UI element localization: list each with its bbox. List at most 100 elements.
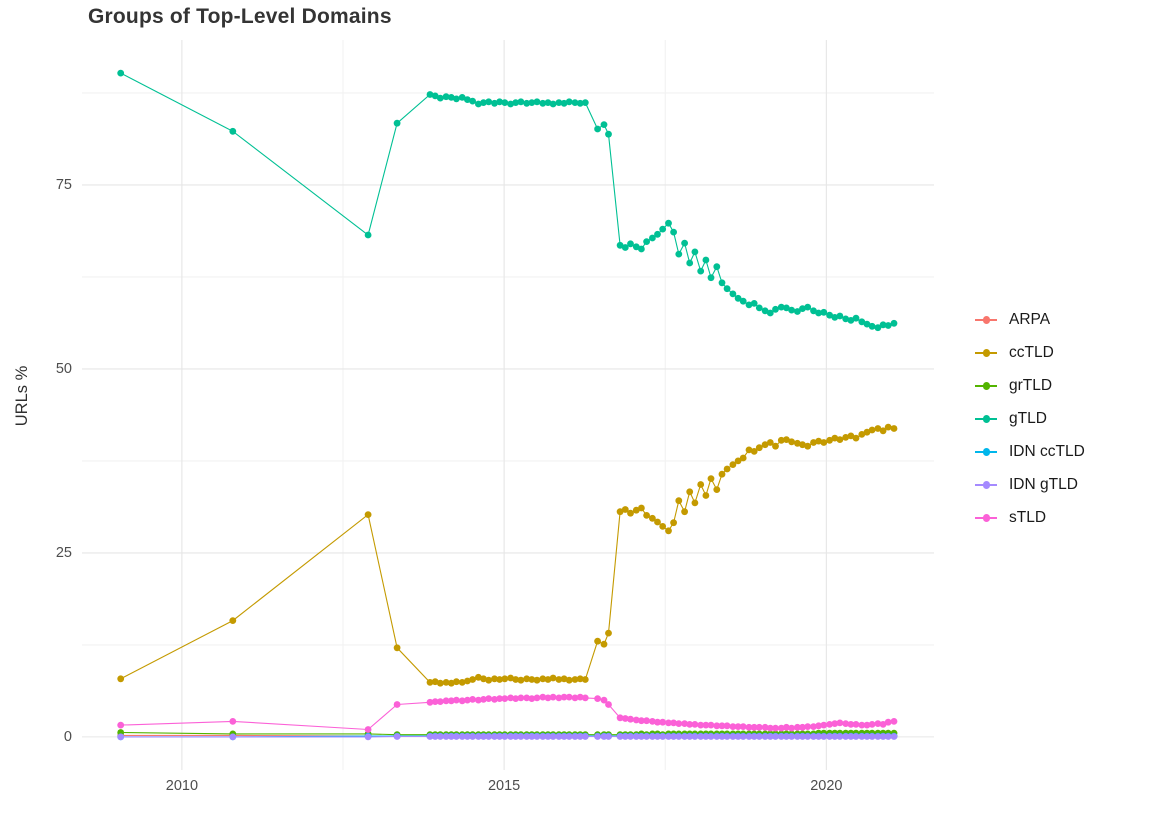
- data-point-gtld: [442, 93, 450, 101]
- data-point-cctld: [600, 640, 608, 648]
- x-tick-label: 2010: [165, 778, 199, 794]
- data-point-cctld: [605, 629, 612, 637]
- data-point-gtld: [675, 250, 683, 258]
- data-point-idn-gtld: [659, 733, 667, 740]
- data-point-cctld: [539, 675, 547, 683]
- data-point-stld: [852, 721, 860, 728]
- data-point-stld: [528, 695, 536, 702]
- y-tick-label: 25: [55, 544, 72, 561]
- data-point-cctld: [458, 679, 466, 686]
- data-point-idn-gtld: [826, 733, 833, 740]
- data-point-stld: [431, 698, 439, 705]
- data-point-idn-gtld: [480, 733, 487, 740]
- data-point-gtld: [616, 241, 624, 249]
- data-point-gtld: [447, 94, 455, 101]
- data-point-cctld: [745, 446, 753, 454]
- data-point-stld: [815, 722, 822, 730]
- data-point-cctld: [229, 617, 237, 624]
- data-point-gtld: [523, 99, 531, 107]
- data-point-cctld: [485, 676, 493, 684]
- data-point-gtld: [659, 225, 667, 233]
- data-point-stld: [675, 720, 683, 727]
- data-point-stld: [555, 694, 563, 702]
- data-point-gtld: [117, 69, 125, 77]
- data-point-cctld: [874, 425, 882, 432]
- data-point-idn-gtld: [517, 733, 525, 740]
- data-point-gtld: [475, 100, 482, 108]
- data-point-idn-gtld: [686, 733, 694, 740]
- data-point-cctld: [581, 676, 589, 683]
- data-point-stld: [544, 694, 552, 702]
- data-point-idn-gtld: [594, 733, 601, 740]
- data-point-gtld: [826, 311, 833, 319]
- data-point-gtld: [750, 300, 758, 307]
- data-point-gtld: [879, 321, 887, 329]
- data-point-stld: [890, 718, 898, 725]
- data-point-cctld: [632, 506, 640, 514]
- data-point-stld: [858, 721, 866, 729]
- data-point-gtld: [794, 308, 801, 315]
- data-point-idn-gtld: [670, 733, 677, 740]
- legend-key-icon: [972, 310, 1002, 330]
- data-point-gtld: [702, 256, 710, 264]
- data-point-gtld: [496, 98, 503, 106]
- legend-item-stld: sTLD: [972, 501, 1085, 534]
- y-tick-label: 75: [55, 176, 72, 193]
- data-point-gtld: [713, 263, 721, 271]
- data-point-idn-gtld: [565, 733, 573, 740]
- data-point-idn-gtld: [616, 733, 624, 740]
- data-point-gtld: [836, 312, 844, 320]
- data-point-gtld: [745, 301, 753, 309]
- data-point-idn-gtld: [560, 733, 568, 740]
- data-point-cctld: [426, 679, 434, 686]
- data-point-stld: [723, 722, 731, 730]
- data-point-cctld: [549, 674, 557, 682]
- legend-item-label: sTLD: [1009, 508, 1047, 526]
- data-point-stld: [713, 722, 721, 730]
- data-point-cctld: [794, 439, 801, 447]
- data-point-cctld: [501, 675, 509, 683]
- legend-key-icon: [972, 409, 1002, 429]
- data-point-stld: [458, 697, 466, 705]
- legend-item-idn-gtld: IDN gTLD: [972, 468, 1085, 501]
- data-point-stld: [697, 721, 705, 729]
- data-point-cctld: [643, 512, 650, 519]
- data-point-stld: [874, 720, 882, 727]
- data-point-stld: [605, 701, 612, 708]
- data-point-stld: [718, 722, 726, 730]
- data-point-cctld: [675, 497, 683, 505]
- legend-key-icon: [972, 343, 1002, 363]
- data-point-idn-gtld: [605, 733, 612, 740]
- chart-title: Groups of Top-Level Domains: [88, 5, 392, 28]
- data-point-stld: [496, 695, 503, 702]
- data-point-stld: [681, 720, 688, 727]
- data-point-idn-gtld: [453, 733, 460, 740]
- data-point-stld: [868, 721, 876, 728]
- data-point-stld: [600, 696, 608, 704]
- legend-item-label: ARPA: [1009, 310, 1051, 328]
- data-point-gtld: [469, 97, 476, 105]
- data-point-idn-gtld: [469, 733, 476, 740]
- data-point-idn-gtld: [718, 733, 726, 740]
- legend-item-label: IDN gTLD: [1009, 475, 1078, 493]
- data-point-idn-gtld: [458, 733, 466, 740]
- data-point-cctld: [858, 431, 866, 438]
- data-point-stld: [804, 723, 812, 730]
- data-point-cctld: [804, 442, 812, 450]
- data-point-idn-gtld: [852, 733, 860, 740]
- data-point-cctld: [681, 508, 688, 516]
- data-point-cctld: [852, 434, 860, 442]
- data-point-idn-gtld: [879, 733, 887, 740]
- data-point-cctld: [697, 481, 705, 488]
- data-point-gtld: [874, 324, 882, 332]
- data-point-stld: [616, 714, 624, 722]
- data-point-gtld: [501, 99, 509, 106]
- data-point-gtld: [654, 230, 661, 238]
- data-point-idn-gtld: [777, 733, 785, 740]
- data-point-stld: [426, 698, 434, 706]
- data-point-cctld: [723, 465, 731, 473]
- data-point-gtld: [863, 320, 871, 328]
- data-point-gtld: [665, 219, 672, 227]
- data-point-cctld: [576, 675, 584, 683]
- legend-item-idn-cctld: IDN ccTLD: [972, 435, 1085, 468]
